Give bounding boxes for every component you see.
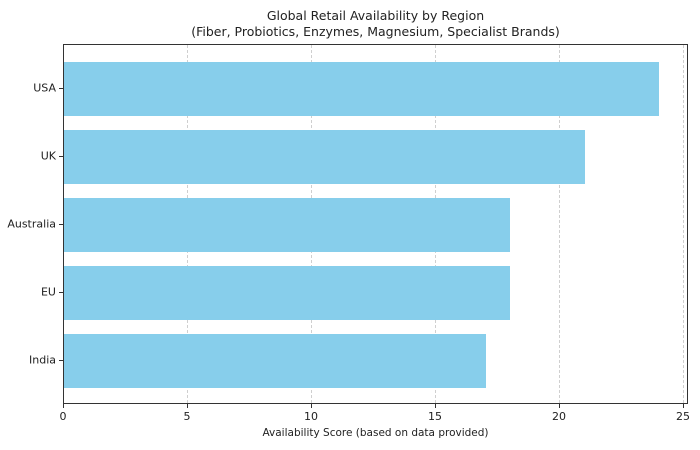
y-tick-label: UK <box>40 149 56 163</box>
x-tick-label: 25 <box>676 410 691 423</box>
y-tick-mark <box>59 224 63 225</box>
bar-india <box>64 334 486 388</box>
y-tick-mark <box>59 88 63 89</box>
x-tick-mark <box>683 404 685 408</box>
x-tick-mark <box>559 404 561 408</box>
y-tick-label: EU <box>40 285 56 299</box>
x-tick-label: 0 <box>59 410 67 423</box>
y-tick-label: India <box>29 353 56 367</box>
x-tick-label: 5 <box>183 410 191 423</box>
x-tick-mark <box>311 404 313 408</box>
y-tick-mark <box>59 360 63 361</box>
bar-uk <box>64 130 585 184</box>
bar-usa <box>64 62 660 116</box>
gridline <box>683 45 685 403</box>
plot-area <box>63 44 688 404</box>
x-tick-mark <box>187 404 188 408</box>
x-tick-label: 15 <box>428 410 443 423</box>
bar-australia <box>64 198 511 252</box>
x-tick-mark <box>435 404 437 408</box>
chart-subtitle: (Fiber, Probiotics, Enzymes, Magnesium, … <box>191 24 560 39</box>
x-tick-mark <box>63 404 64 408</box>
x-axis-label: Availability Score (based on data provid… <box>262 427 489 439</box>
chart-title: Global Retail Availability by Region <box>266 8 485 23</box>
x-tick-label: 20 <box>552 410 567 423</box>
y-tick-label: Australia <box>7 217 56 231</box>
y-tick-mark <box>59 156 63 157</box>
x-tick-label: 10 <box>304 410 319 423</box>
y-tick-mark <box>59 292 63 293</box>
gridline <box>559 45 561 403</box>
y-tick-label: USA <box>33 81 56 95</box>
bar-eu <box>64 266 511 320</box>
